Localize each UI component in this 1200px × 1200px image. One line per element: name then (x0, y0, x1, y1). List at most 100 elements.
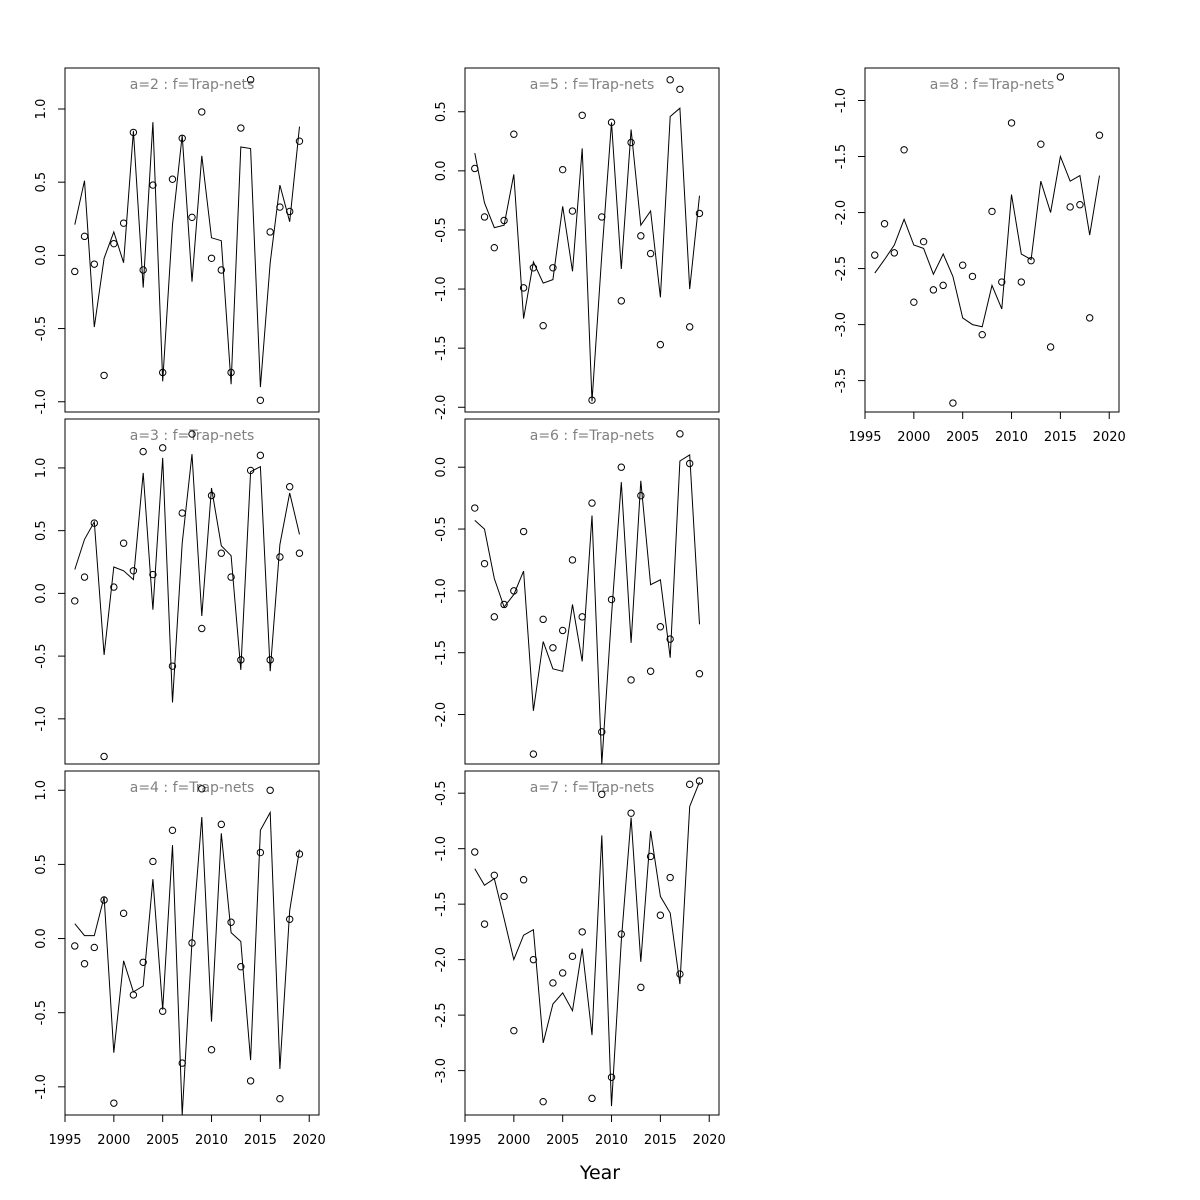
observed-point (598, 728, 606, 736)
x-tick-label: 2005 (946, 430, 979, 445)
observed-point (71, 942, 79, 950)
observed-point (646, 852, 655, 861)
y-tick-label: -0.5 (434, 217, 449, 242)
observed-point (480, 559, 489, 568)
plot-area (71, 76, 304, 404)
observed-point (666, 635, 674, 643)
observed-point (80, 573, 89, 581)
fitted-line (874, 154, 1100, 328)
observed-point (168, 826, 177, 835)
observed-point (246, 466, 255, 475)
observed-point (119, 219, 128, 227)
observed-point (978, 330, 986, 339)
observed-point (529, 750, 538, 758)
observed-point (519, 876, 528, 884)
y-tick-label: -1.0 (34, 1074, 49, 1099)
observed-point (988, 207, 996, 216)
observed-point (246, 1077, 255, 1085)
observed-point (276, 553, 284, 561)
observed-point (617, 930, 626, 938)
observed-point (1007, 119, 1016, 127)
observed-point (168, 175, 177, 183)
y-tick-label: -0.5 (34, 643, 49, 668)
x-tick-label: 2015 (1044, 430, 1077, 445)
observed-point (656, 340, 665, 349)
y-tick-label: -2.5 (434, 1002, 449, 1027)
x-tick-label: 2010 (195, 1133, 228, 1148)
observed-point (129, 991, 138, 999)
observed-point (80, 960, 89, 968)
observed-point (178, 134, 186, 142)
fitted-line (474, 107, 700, 402)
x-tick-label: 1995 (48, 1133, 81, 1148)
observed-point (939, 281, 947, 290)
observed-point (198, 108, 206, 116)
observed-point (471, 164, 479, 173)
observed-point (1027, 257, 1035, 265)
observed-point (910, 298, 918, 306)
observed-point (588, 1094, 596, 1103)
observed-point (266, 656, 274, 664)
observed-point (188, 430, 196, 438)
observed-point (539, 1097, 547, 1106)
observed-point (676, 85, 684, 93)
observed-point (246, 76, 255, 84)
observed-point (617, 463, 626, 471)
y-tick-label: -2.0 (434, 947, 449, 972)
panel-2: a=3 : f=Trap-nets -1.0 -0.5 0.0 0.5 1.0 (34, 418, 320, 765)
observed-point (119, 539, 128, 547)
observed-point (510, 130, 518, 138)
observed-point (188, 213, 196, 222)
y-tick-label: -1.0 (434, 276, 449, 301)
observed-point (656, 911, 665, 919)
x-tick-label: 2015 (644, 1133, 677, 1148)
observed-point (80, 232, 89, 241)
observed-point (129, 128, 138, 137)
observed-point (968, 272, 977, 281)
observed-point (568, 556, 577, 564)
observed-point (998, 278, 1006, 286)
panel-1: a=2 : f=Trap-nets -1.0 -0.5 0.0 0.5 1.0 (34, 67, 320, 414)
x-tick-label: 2015 (244, 1133, 277, 1148)
observed-point (198, 785, 206, 793)
observed-point (500, 216, 508, 225)
panel-frame (64, 770, 320, 1116)
plot-area (471, 777, 704, 1107)
y-tick-label: -0.5 (34, 1000, 49, 1025)
observed-point (637, 983, 645, 992)
observed-point (100, 752, 108, 761)
observed-point (198, 624, 206, 633)
plot-area (71, 430, 304, 761)
observed-point (237, 963, 245, 971)
observed-point (90, 519, 99, 527)
y-tick-label: 1.0 (34, 458, 49, 479)
observed-point (617, 297, 626, 305)
panels: a=2 : f=Trap-nets-1.0-0.50.00.51.0a=3 : … (34, 67, 1126, 1148)
plot-area (71, 785, 304, 1115)
observed-point (685, 780, 694, 789)
observed-point (168, 662, 177, 670)
y-tick-label: -3.5 (834, 368, 849, 393)
observed-point (490, 613, 499, 621)
observed-point (1095, 131, 1104, 139)
plot-area (471, 430, 704, 764)
observed-point (227, 368, 235, 377)
observed-point (1046, 343, 1055, 351)
x-axis-label: Year (579, 1162, 620, 1184)
observed-point (529, 264, 538, 272)
observed-point (929, 286, 938, 294)
panel-frame (64, 418, 320, 765)
fitted-line (74, 810, 300, 1115)
observed-point (685, 459, 694, 468)
y-tick-label: -1.0 (434, 836, 449, 861)
y-tick-label: 0.0 (434, 161, 449, 182)
observed-point (1037, 140, 1045, 148)
panel-title: a=2 : f=Trap-nets (130, 77, 255, 93)
observed-point (471, 848, 479, 856)
observed-point (549, 264, 557, 272)
x-tick-label: 2010 (995, 430, 1028, 445)
observed-point (919, 237, 928, 246)
observed-point (217, 820, 226, 829)
panel-title: a=6 : f=Trap-nets (530, 428, 655, 444)
observed-point (149, 181, 157, 189)
